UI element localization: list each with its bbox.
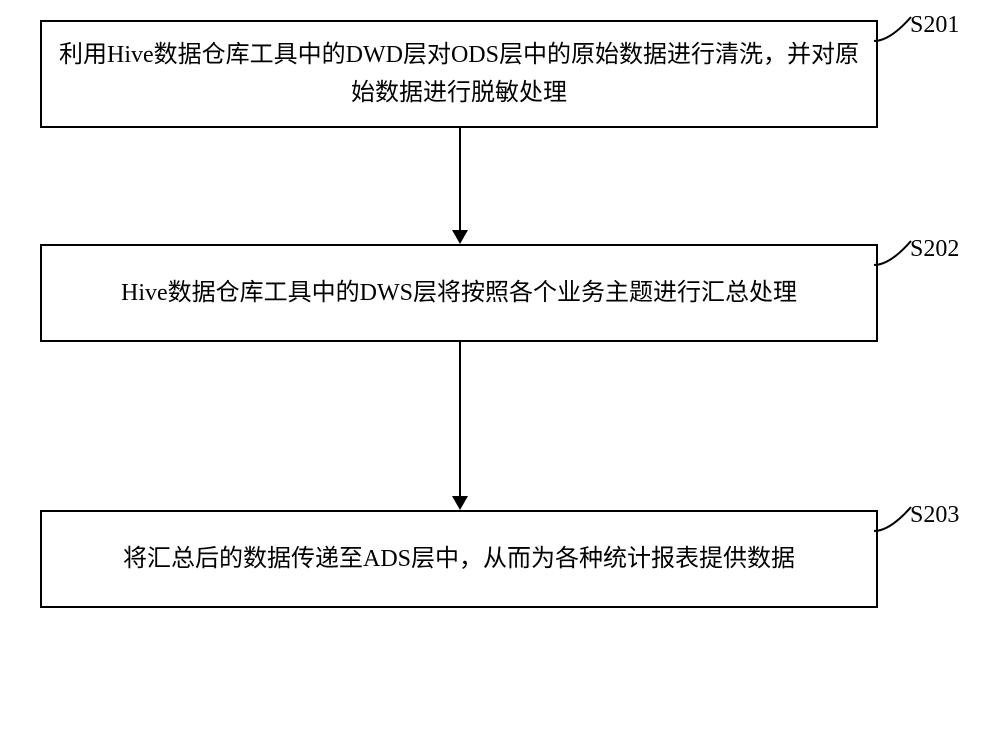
step-label: S203	[910, 502, 959, 529]
arrow-down-icon	[40, 128, 880, 244]
step-row: 利用Hive数据仓库工具中的DWD层对ODS层中的原始数据进行清洗，并对原始数据…	[40, 20, 960, 128]
step-label: S202	[910, 236, 959, 263]
flowchart: 利用Hive数据仓库工具中的DWD层对ODS层中的原始数据进行清洗，并对原始数据…	[40, 20, 960, 608]
step-box: 将汇总后的数据传递至ADS层中，从而为各种统计报表提供数据	[40, 510, 878, 608]
step-label: S201	[910, 12, 959, 39]
step-row: Hive数据仓库工具中的DWS层将按照各个业务主题进行汇总处理S202	[40, 244, 960, 342]
step-row: 将汇总后的数据传递至ADS层中，从而为各种统计报表提供数据S203	[40, 510, 960, 608]
step-box: Hive数据仓库工具中的DWS层将按照各个业务主题进行汇总处理	[40, 244, 878, 342]
step-box: 利用Hive数据仓库工具中的DWD层对ODS层中的原始数据进行清洗，并对原始数据…	[40, 20, 878, 128]
arrow-down-icon	[40, 342, 880, 510]
